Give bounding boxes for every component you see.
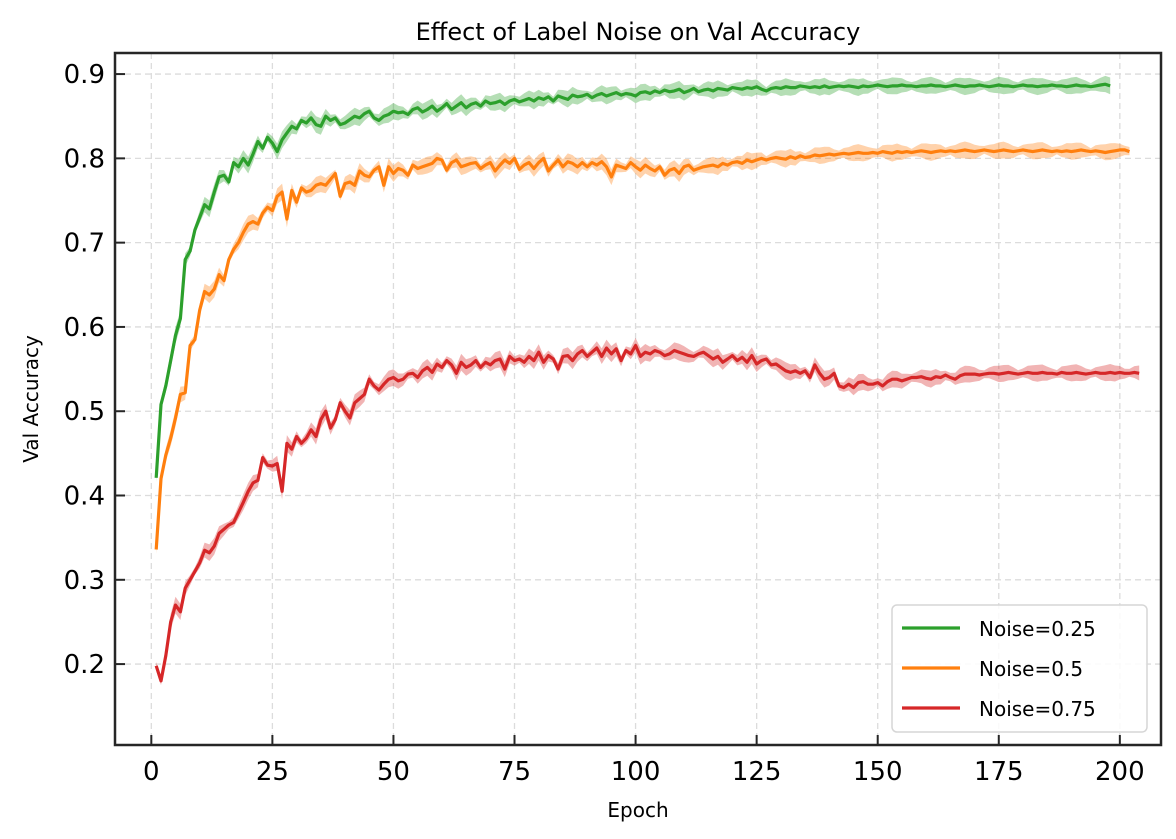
legend-box <box>891 604 1148 733</box>
y-tick-label: 0.7 <box>64 229 105 259</box>
x-axis-ticks: 0 25 50 75 100 125 150 175 200 <box>143 735 1145 787</box>
x-tick-label: 100 <box>611 757 661 787</box>
x-tick-label: 125 <box>732 757 782 787</box>
y-tick-label: 0.9 <box>64 60 105 90</box>
x-tick-label: 200 <box>1095 757 1145 787</box>
grid <box>115 53 1161 745</box>
legend: Noise=0.25 Noise=0.5 Noise=0.75 <box>891 604 1148 733</box>
x-tick-label: 75 <box>498 757 531 787</box>
y-tick-label: 0.3 <box>64 566 105 596</box>
line-noise-0-75 <box>154 343 1140 683</box>
y-tick-label: 0.8 <box>64 144 105 174</box>
band-noise-0-25 <box>156 75 1111 483</box>
x-tick-label: 50 <box>377 757 410 787</box>
x-tick-label: 175 <box>974 757 1024 787</box>
line-noise-0-5 <box>154 148 1131 550</box>
x-axis-label: Epoch <box>607 798 668 822</box>
x-tick-label: 0 <box>143 757 160 787</box>
chart-title: Effect of Label Noise on Val Accuracy <box>416 18 861 46</box>
axes-frame <box>113 51 1163 747</box>
y-tick-label: 0.6 <box>64 313 105 343</box>
y-tick-label: 0.5 <box>64 397 105 427</box>
y-axis-ticks: 0.2 0.3 0.4 0.5 0.6 0.7 0.8 0.9 <box>64 60 125 680</box>
x-tick-label: 25 <box>256 757 289 787</box>
y-tick-label: 0.2 <box>64 650 105 680</box>
legend-label: Noise=0.5 <box>979 657 1083 681</box>
line-noise-0-25 <box>154 82 1111 478</box>
legend-label: Noise=0.25 <box>979 617 1096 641</box>
x-tick-label: 150 <box>853 757 903 787</box>
legend-label: Noise=0.75 <box>979 697 1096 721</box>
series-lines <box>154 82 1140 683</box>
y-axis-label: Val Accuracy <box>19 335 43 463</box>
y-tick-label: 0.4 <box>64 482 105 512</box>
